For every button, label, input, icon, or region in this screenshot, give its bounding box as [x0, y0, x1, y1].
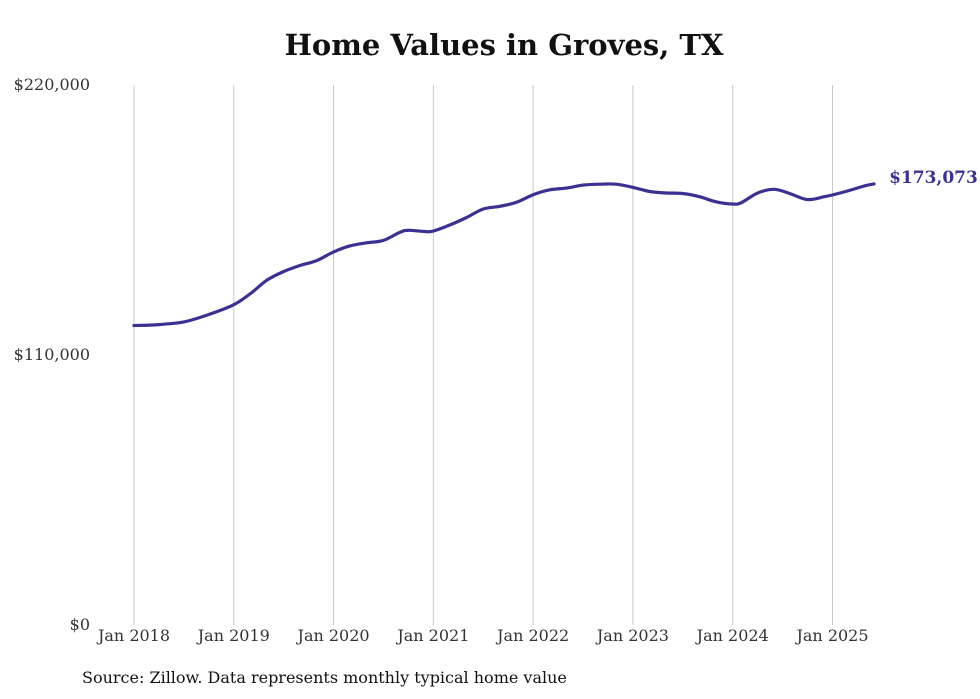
series-layer: $173,073 — [132, 168, 978, 328]
x-axis-labels: Jan 2018 Jan 2019 Jan 2020 Jan 2021 Jan 2022… — [96, 626, 869, 645]
chart-title: Home Values in Groves, TX — [284, 28, 724, 62]
x-tick-label: Jan 2019 — [196, 626, 270, 645]
y-tick-label: $110,000 — [14, 345, 90, 364]
x-tick-label: Jan 2018 — [96, 626, 170, 645]
end-value-label: $173,073 — [889, 168, 978, 188]
y-tick-label: $220,000 — [14, 75, 90, 94]
x-tick-label: Jan 2021 — [395, 626, 469, 645]
x-tick-label: Jan 2025 — [794, 626, 868, 645]
x-tick-label: Jan 2023 — [595, 626, 669, 645]
x-tick-label: Jan 2024 — [695, 626, 769, 645]
series-line-0 — [132, 182, 876, 328]
grid-layer — [133, 85, 833, 625]
y-axis-labels: $0 $110,000 $220,000 — [14, 75, 90, 634]
x-tick-label: Jan 2020 — [296, 626, 370, 645]
x-tick-label: Jan 2022 — [495, 626, 569, 645]
y-tick-label: $0 — [70, 615, 90, 634]
source-note: Source: Zillow. Data represents monthly … — [82, 668, 567, 687]
